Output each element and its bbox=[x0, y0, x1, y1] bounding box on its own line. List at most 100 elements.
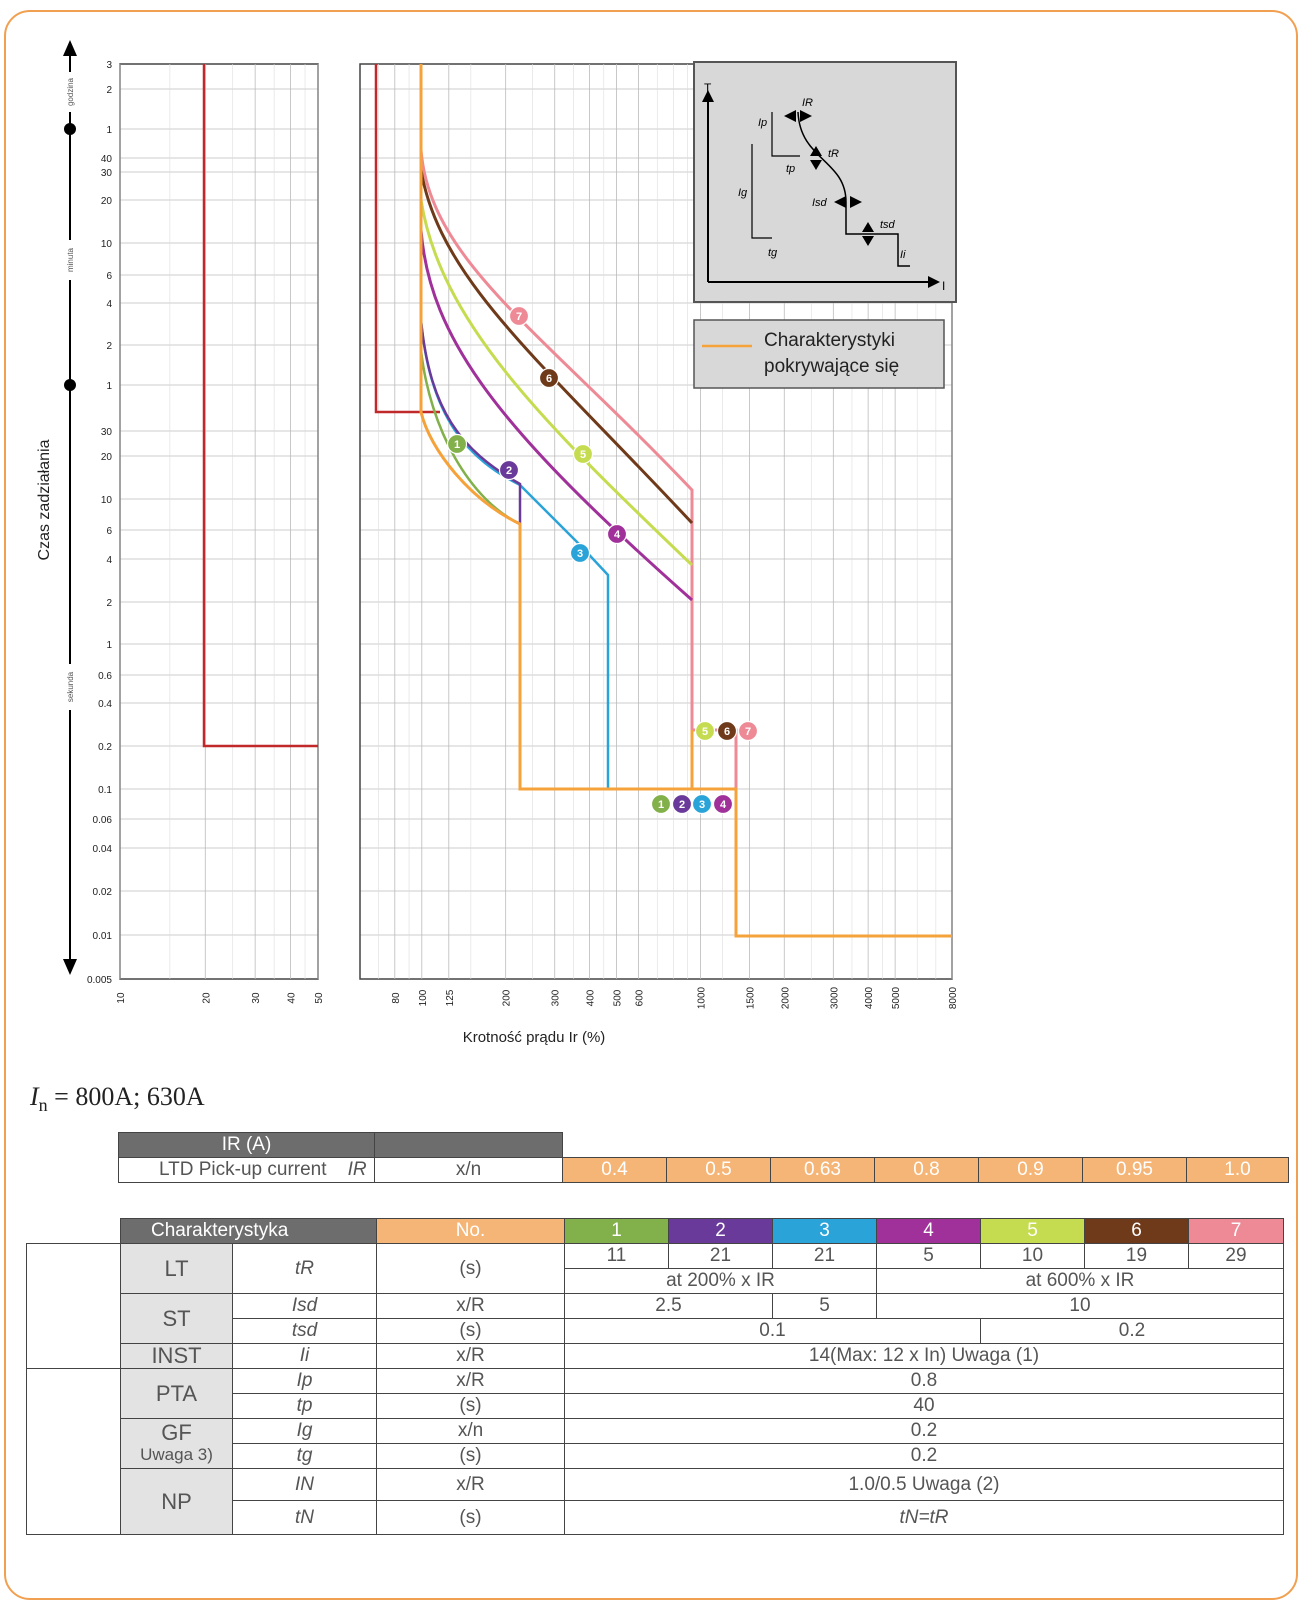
y-tick-label: 0.06 bbox=[93, 815, 113, 826]
badge-circle bbox=[538, 367, 560, 389]
y-tick-label: 0.005 bbox=[87, 975, 112, 986]
ltd-label: LTD Pick-up current IR bbox=[118, 1157, 375, 1183]
curve-red-reference bbox=[374, 64, 440, 414]
y-tick-label: 20 bbox=[101, 452, 113, 463]
badge-label: 1 bbox=[658, 799, 664, 811]
inset-g-curve bbox=[751, 144, 772, 239]
y-tick-label: 4 bbox=[106, 299, 112, 310]
series-badge-2: 2 bbox=[498, 459, 520, 481]
x-tick-label: 400 bbox=[586, 989, 597, 1006]
legend-box bbox=[693, 319, 945, 389]
curve-overlapping bbox=[419, 64, 952, 938]
badge-label: 2 bbox=[506, 465, 512, 477]
y-tick-label: 1 bbox=[106, 125, 112, 136]
st-tsd-unit: (s) bbox=[376, 1318, 565, 1344]
x-tick-label: 80 bbox=[391, 992, 402, 1004]
badge-circle bbox=[737, 720, 759, 742]
legend-label-line2: pokrywające się bbox=[764, 356, 899, 377]
lt-unit: (s) bbox=[376, 1243, 565, 1294]
pta-tp-symbol: tp bbox=[232, 1393, 377, 1419]
row-pta-name: PTA bbox=[120, 1368, 233, 1419]
y-tick-label: 0.1 bbox=[98, 785, 112, 796]
inset-label-ir: IR bbox=[802, 97, 813, 109]
gf-ig-unit: x/n bbox=[376, 1418, 565, 1444]
series-badge-3: 3 bbox=[691, 793, 713, 815]
badge-label: 7 bbox=[745, 726, 751, 738]
st-isd-unit: x/R bbox=[376, 1293, 565, 1319]
curve-6 bbox=[419, 169, 694, 525]
badge-circle bbox=[446, 433, 468, 455]
x-tick-label: 600 bbox=[635, 989, 646, 1006]
ltd-table: IR (A) LTD Pick-up current IR x/n 0.4 0.… bbox=[118, 1132, 1289, 1183]
y-tick-label: 1 bbox=[106, 640, 112, 651]
series-badge-7: 7 bbox=[508, 305, 530, 327]
badge-circle bbox=[572, 443, 594, 465]
inset-label-ig: Ig bbox=[738, 187, 748, 199]
inset-label-tp: tp bbox=[786, 163, 795, 175]
x-tick-label: 3000 bbox=[829, 986, 840, 1009]
inset-label-i: I bbox=[942, 279, 945, 293]
badge-label: 3 bbox=[699, 799, 705, 811]
lt-value: 5 bbox=[876, 1243, 981, 1269]
x-tick-label: 1000 bbox=[696, 986, 707, 1009]
y-tick-label: 0.6 bbox=[98, 671, 112, 682]
lt-symbol: tR bbox=[232, 1243, 377, 1294]
x-tick-label: 100 bbox=[418, 989, 429, 1006]
st-isd-a: 2.5 bbox=[564, 1293, 773, 1319]
x-tick-label: 10 bbox=[116, 992, 127, 1004]
ltd-value: 1.0 bbox=[1186, 1157, 1289, 1183]
series-badge-7: 7 bbox=[737, 720, 759, 742]
y-tick-label: 40 bbox=[101, 154, 113, 165]
st-isd-b: 5 bbox=[772, 1293, 877, 1319]
inset-diagram: T I IR Ip tp tR Ig Isd tsd tg Ii bbox=[693, 61, 957, 303]
gf-tg-symbol: tg bbox=[232, 1443, 377, 1469]
y-tick-label: 2 bbox=[106, 341, 112, 352]
series-badge-1: 1 bbox=[650, 793, 672, 815]
lt-value: 29 bbox=[1188, 1243, 1284, 1269]
row-np-name: NP bbox=[120, 1468, 233, 1535]
inset-y-arrow-icon bbox=[702, 90, 714, 102]
y-axis-arrow-up-icon bbox=[63, 40, 77, 56]
axis-marker-dot bbox=[64, 379, 76, 391]
curve-5 bbox=[419, 199, 694, 567]
inset-tr-arrow-icon bbox=[810, 146, 822, 156]
badge-circle bbox=[498, 459, 520, 481]
series-badge-3: 3 bbox=[569, 542, 591, 564]
badge-label: 4 bbox=[720, 799, 727, 811]
axis-marker-dot bbox=[64, 123, 76, 135]
lt-note-a: at 200% x IR bbox=[564, 1268, 877, 1294]
st-tsd-b: 0.2 bbox=[980, 1318, 1284, 1344]
curve-1 bbox=[419, 349, 521, 526]
inset-tsd-arrow-icon bbox=[862, 222, 874, 232]
y-tick-label: 2 bbox=[106, 598, 112, 609]
rating-title: In = 800A; 630A bbox=[30, 1082, 205, 1116]
curve-number: 2 bbox=[668, 1218, 773, 1244]
inst-unit: x/R bbox=[376, 1343, 565, 1369]
ir-header: IR (A) bbox=[118, 1132, 375, 1158]
inset-tsd-arrow-icon bbox=[862, 236, 874, 246]
y-tick-label: 0.04 bbox=[93, 844, 113, 855]
lt-note-b: at 600% x IR bbox=[876, 1268, 1284, 1294]
x-tick-label: 500 bbox=[613, 989, 624, 1006]
left-panel-frame bbox=[119, 63, 319, 980]
inset-ir-arrow-icon bbox=[784, 110, 796, 122]
rating-subscript: n bbox=[38, 1095, 48, 1116]
gf-tg-unit: (s) bbox=[376, 1443, 565, 1469]
x-tick-label: 125 bbox=[445, 989, 456, 1006]
inset-isd-arrow-icon bbox=[834, 196, 846, 208]
inset-x-arrow-icon bbox=[928, 276, 940, 288]
legend: Charakterystyki pokrywające się bbox=[693, 319, 945, 389]
inset-main-curve bbox=[797, 111, 910, 267]
st-isd-c: 10 bbox=[876, 1293, 1284, 1319]
badge-circle bbox=[569, 542, 591, 564]
lt-value: 11 bbox=[564, 1243, 669, 1269]
group-protection-aux bbox=[26, 1368, 121, 1535]
lt-value: 19 bbox=[1084, 1243, 1189, 1269]
badge-label: 6 bbox=[724, 726, 730, 738]
inset-label-tg: tg bbox=[768, 247, 778, 259]
ltd-value: 0.95 bbox=[1082, 1157, 1187, 1183]
series-badge-6: 6 bbox=[716, 720, 738, 742]
x-tick-label: 5000 bbox=[891, 986, 902, 1009]
series-badge-1: 1 bbox=[446, 433, 468, 455]
y-tick-label: 10 bbox=[101, 239, 113, 250]
